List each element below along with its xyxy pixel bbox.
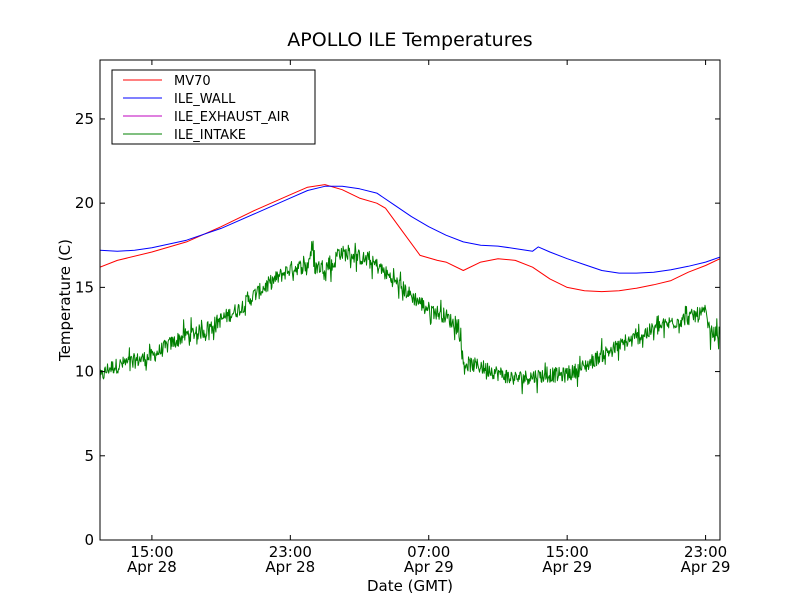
series-line-ile-wall [100, 185, 720, 274]
legend-box [111, 69, 316, 145]
x-tick-label-time: 15:00 [130, 543, 173, 561]
legend-label: ILE_INTAKE [174, 128, 246, 143]
x-axis-label: Date (GMT) [367, 577, 453, 595]
y-tick-label: 5 [84, 447, 94, 465]
x-tick-label-time: 23:00 [684, 543, 727, 561]
x-tick-label-date: Apr 28 [265, 558, 315, 576]
y-tick-label: 10 [75, 363, 94, 381]
y-tick-label: 25 [75, 110, 94, 128]
x-tick-label-date: Apr 29 [681, 558, 731, 576]
y-axis-label: Temperature (C) [56, 239, 74, 362]
x-tick-label-date: Apr 29 [542, 558, 592, 576]
legend-label: MV70 [174, 74, 211, 89]
legend-label: ILE_WALL [174, 92, 236, 107]
legend: MV70 ILE_WALL ILE_EXHAUST_AIR ILE_INTAKE [111, 69, 316, 145]
chart-title: APOLLO ILE Temperatures [287, 29, 532, 51]
x-tick-label-time: 15:00 [546, 543, 589, 561]
x-tick-label-time: 07:00 [407, 543, 450, 561]
x-tick-label-date: Apr 28 [127, 558, 177, 576]
series-line-ile-intake [100, 240, 720, 395]
x-tick-label-time: 23:00 [269, 543, 312, 561]
x-tick-label-date: Apr 29 [404, 558, 454, 576]
plot-area [100, 184, 720, 395]
legend-label: ILE_EXHAUST_AIR [174, 110, 290, 125]
series-line-mv70 [100, 184, 720, 293]
y-tick-label: 20 [75, 194, 94, 212]
y-tick-label: 15 [75, 278, 94, 296]
plot-frame [99, 59, 721, 541]
y-tick-label: 0 [84, 531, 94, 549]
